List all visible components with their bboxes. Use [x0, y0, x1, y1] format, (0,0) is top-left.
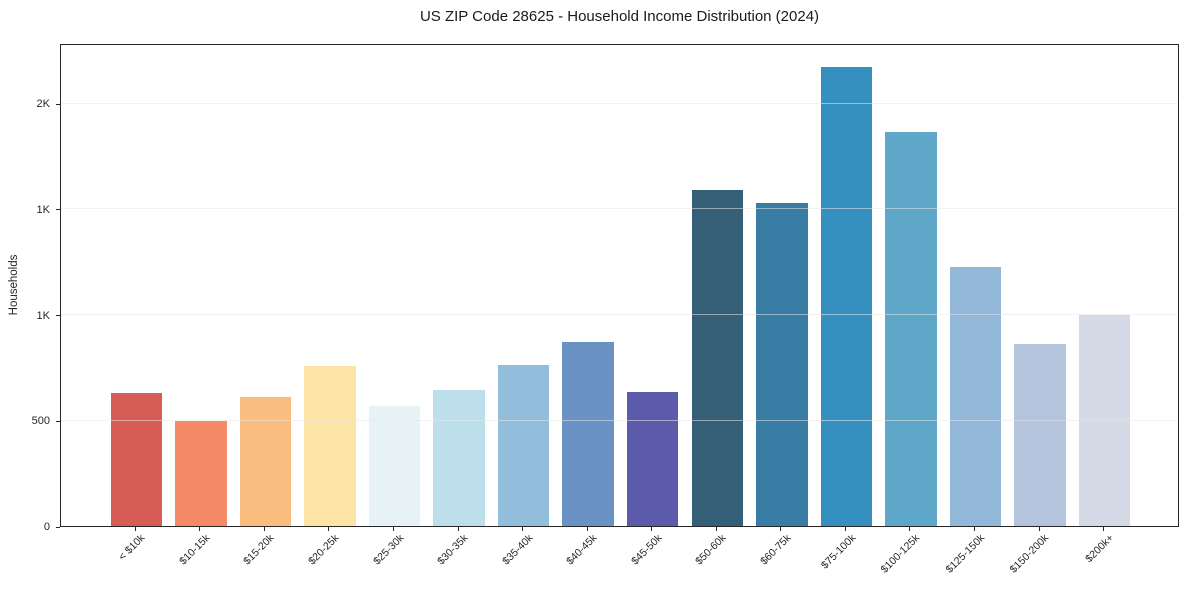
y-tick-mark	[56, 209, 60, 211]
x-tick-mark	[134, 527, 136, 531]
y-tick-mark	[56, 103, 60, 105]
x-tick-mark	[393, 527, 394, 531]
bar-45-50k	[626, 391, 679, 526]
bar-10k	[110, 393, 163, 526]
x-tick-mark	[263, 527, 265, 531]
x-tick-mark	[199, 527, 201, 531]
y-tick-mark	[56, 526, 60, 528]
x-tick-mark	[974, 527, 975, 531]
bar-75-100k	[820, 67, 873, 526]
y-tick-mark	[56, 315, 60, 317]
x-tick-mark	[522, 527, 524, 531]
x-tick-mark	[715, 527, 717, 531]
y-tick-mark	[56, 420, 60, 422]
y-tick-label: 500	[31, 415, 50, 428]
x-tick-mark	[844, 527, 846, 531]
bar-40-45k	[562, 342, 614, 526]
x-tick-mark	[586, 527, 588, 531]
bar-100-125k	[885, 132, 937, 526]
x-tick-mark	[457, 527, 459, 531]
bar-125-150k	[949, 266, 1002, 526]
bar-20-25k	[304, 366, 356, 526]
x-tick-mark	[1103, 527, 1104, 531]
x-tick-mark	[909, 527, 911, 531]
bar-25-30k	[368, 406, 421, 526]
bar-10-15k	[175, 421, 227, 526]
gridline-500	[61, 419, 1178, 421]
x-tick-mark	[328, 527, 330, 531]
x-tick-mark	[780, 527, 782, 531]
plot-area	[60, 44, 1179, 527]
gridline-2000	[61, 102, 1178, 104]
bar-150-200k	[1014, 344, 1066, 526]
y-tick-label: 2K	[36, 98, 50, 111]
gridline-1500	[61, 208, 1178, 210]
bar-200k	[1078, 314, 1131, 526]
x-tick-mark	[651, 527, 653, 531]
x-tick-mark	[1038, 527, 1040, 531]
y-tick-label: 1K	[36, 203, 50, 216]
y-axis-label: Households	[8, 254, 20, 316]
bar-35-40k	[497, 365, 550, 526]
chart-title: US ZIP Code 28625 - Household Income Dis…	[419, 8, 820, 25]
bar-15-20k	[239, 397, 292, 526]
y-tick-label: 1K	[36, 309, 50, 322]
y-tick-label: 0	[43, 521, 50, 533]
bar-50-60k	[691, 190, 743, 526]
bar-30-35k	[433, 390, 485, 526]
gridline-1000	[61, 314, 1178, 316]
bar-60-75k	[756, 203, 808, 526]
